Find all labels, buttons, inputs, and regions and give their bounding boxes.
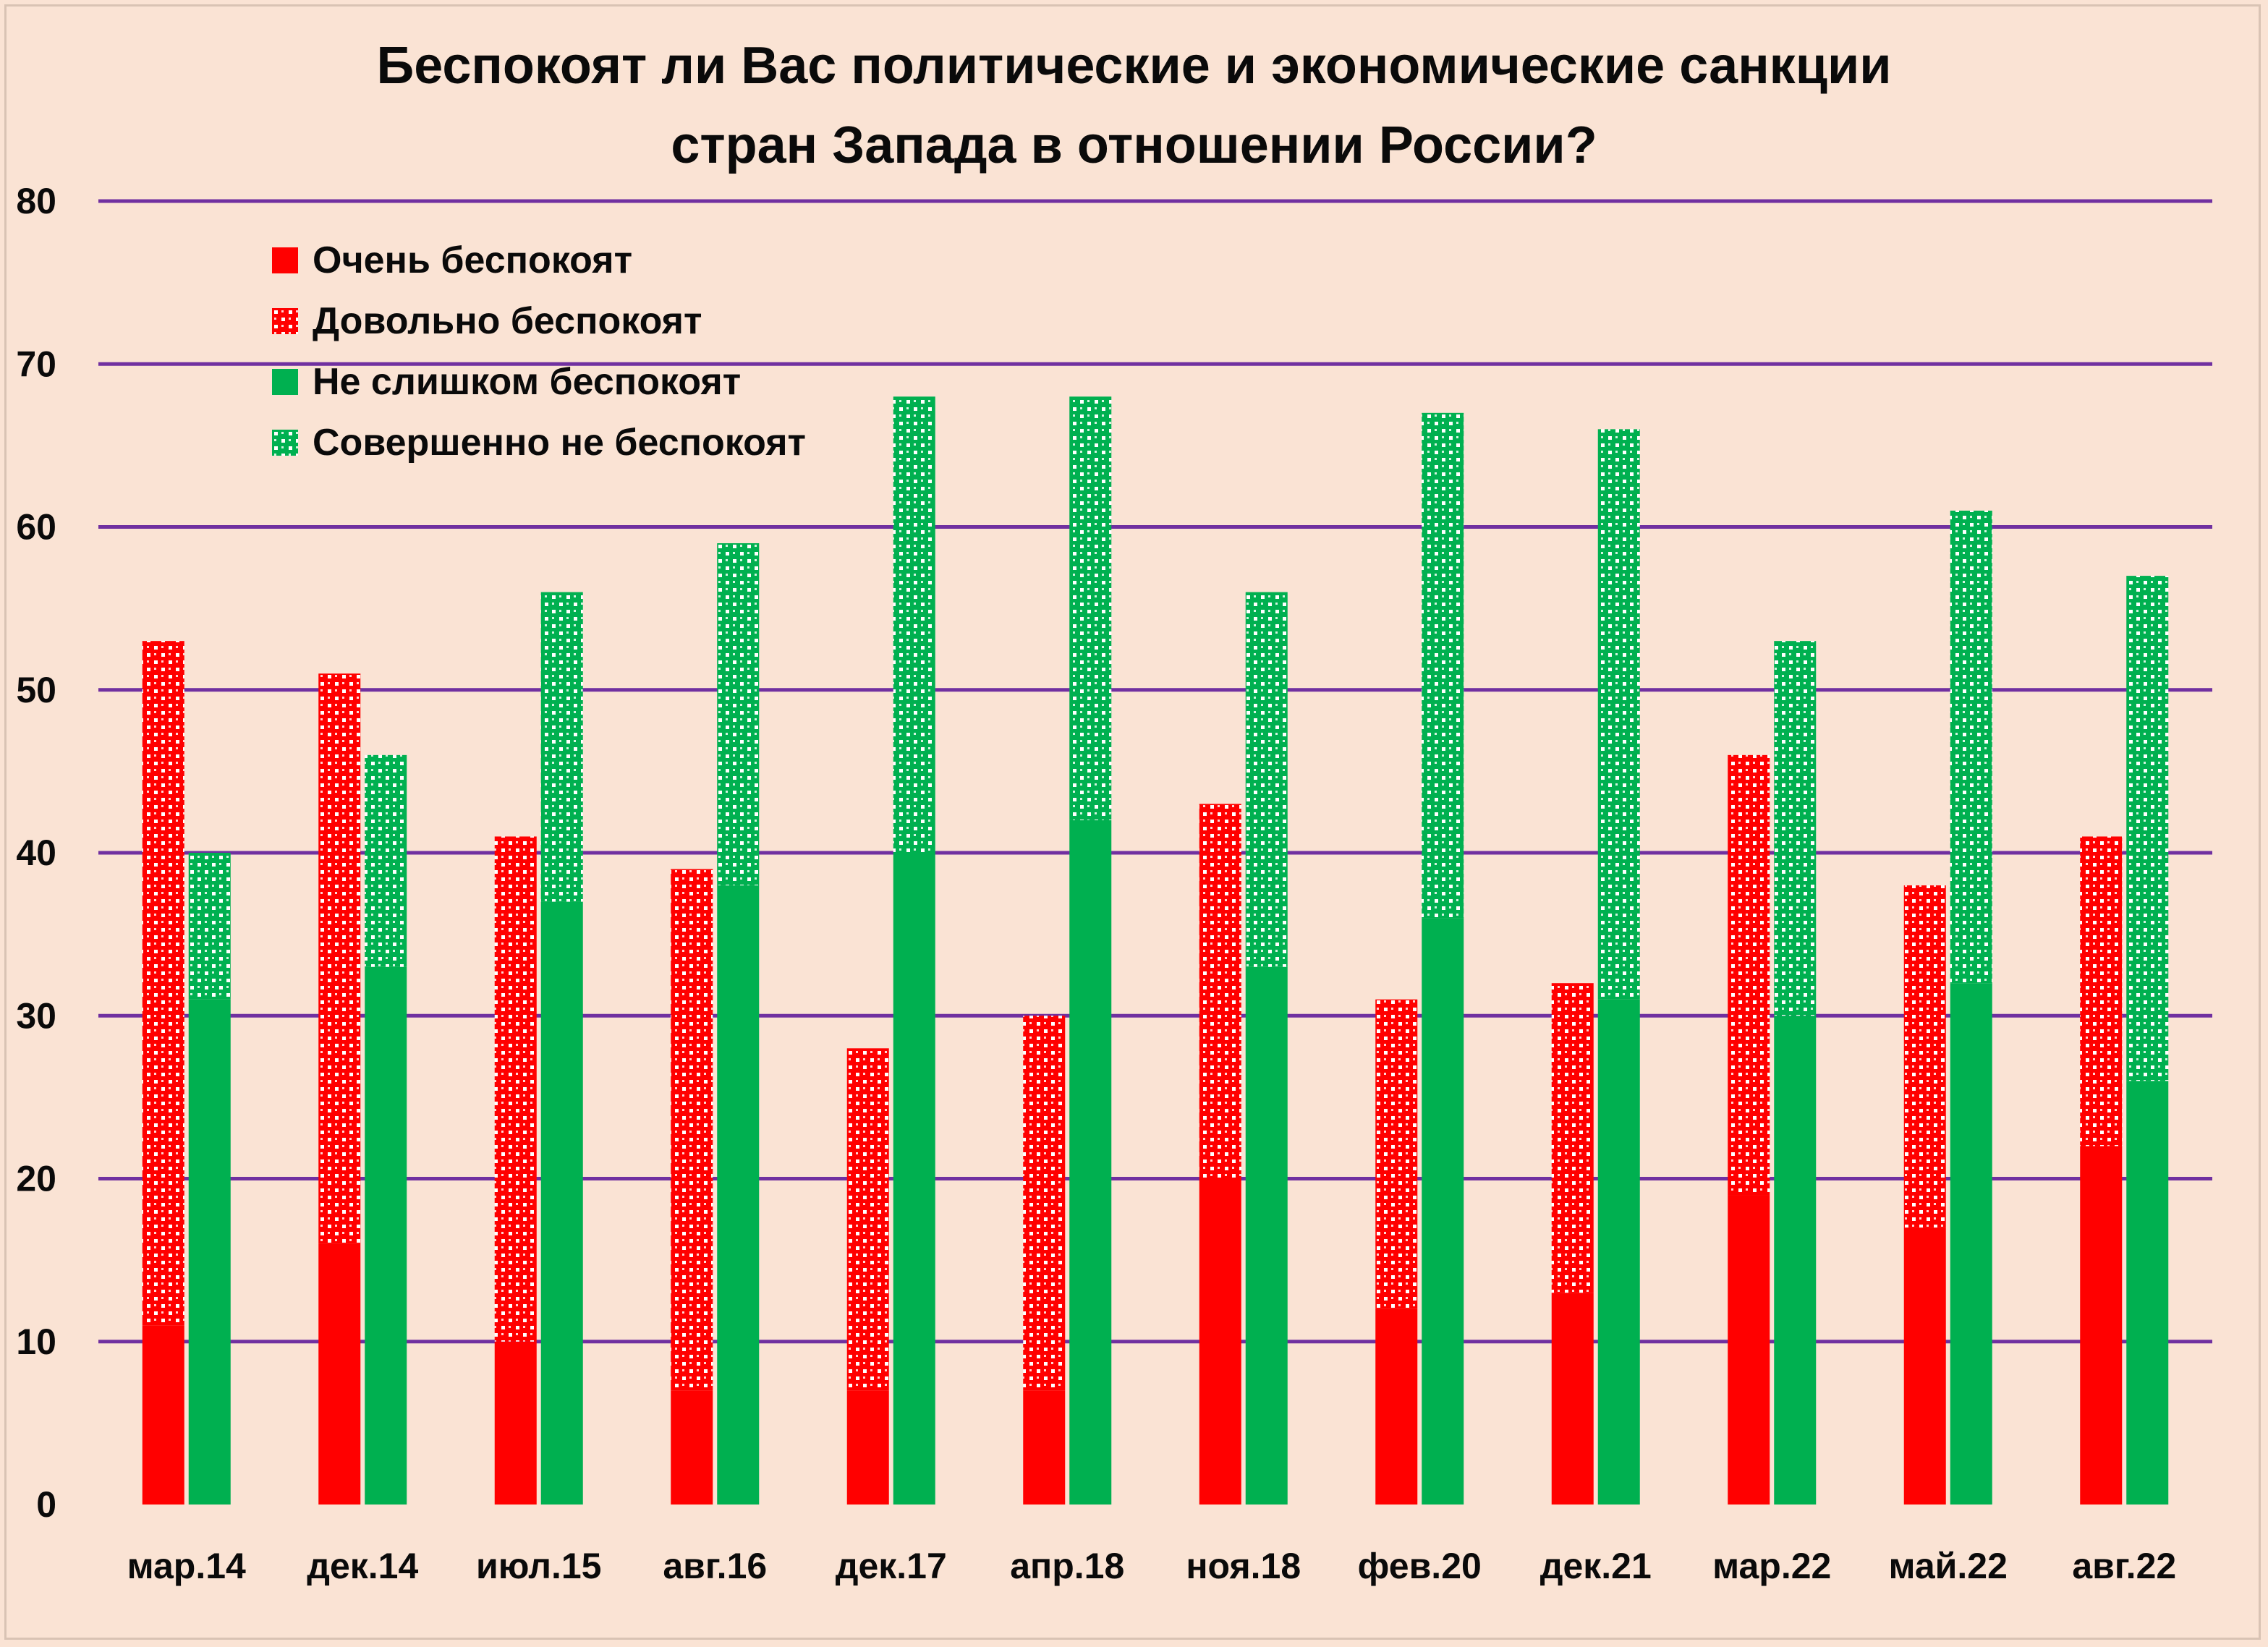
bar-not-much-concerned xyxy=(2126,1081,2169,1505)
bar-not-much-concerned xyxy=(893,853,935,1505)
gridlines xyxy=(98,199,2212,1344)
x-axis-ticks: мар.14 дек.14 июл.15 авг.16 дек.17 апр.18 ноя.… xyxy=(127,1546,2177,1586)
x-tick-label: апр.18 xyxy=(1010,1546,1124,1586)
x-tick-label: дек.14 xyxy=(307,1546,418,1586)
bar-rather-concerned xyxy=(846,1048,889,1391)
bar-rather-concerned xyxy=(1728,754,1770,1196)
chart-title-line-1: Беспокоят ли Вас политические и экономич… xyxy=(376,37,1892,95)
bar-very-concerned xyxy=(142,1325,184,1505)
bar-rather-concerned xyxy=(2080,836,2123,1146)
bar-very-concerned xyxy=(1728,1195,1770,1505)
x-tick-label: фев.20 xyxy=(1358,1546,1482,1586)
y-axis-ticks: 0 10 20 30 40 50 60 70 80 xyxy=(16,181,56,1525)
legend-swatch-red-pattern xyxy=(272,308,298,334)
bar-not-at-all-concerned xyxy=(893,396,935,853)
bar-not-at-all-concerned xyxy=(1597,429,1640,1000)
legend-swatch-red-solid xyxy=(272,247,298,273)
x-tick-label: июл.15 xyxy=(476,1546,601,1586)
legend-label: Очень беспокоят xyxy=(313,239,633,281)
bar-not-at-all-concerned xyxy=(1069,396,1112,820)
bar-not-at-all-concerned xyxy=(2126,576,2169,1081)
bar-rather-concerned xyxy=(1023,1016,1066,1391)
bar-very-concerned xyxy=(1023,1390,1066,1505)
legend-item-not-much: Не слишком беспокоят xyxy=(272,352,806,412)
x-tick-label: ноя.18 xyxy=(1186,1546,1301,1586)
bar-rather-concerned xyxy=(494,836,537,1342)
bar-very-concerned xyxy=(671,1390,713,1505)
bar-rather-concerned xyxy=(671,869,713,1391)
y-tick-label: 30 xyxy=(16,995,56,1036)
bar-very-concerned xyxy=(1903,1227,1946,1505)
bar-very-concerned xyxy=(1375,1308,1418,1505)
legend-label: Совершенно не беспокоят xyxy=(313,422,807,464)
legend-label: Довольно беспокоят xyxy=(313,300,702,342)
legend: Очень беспокоят Довольно беспокоят Не сл… xyxy=(272,230,806,473)
chart-title-line-2: стран Запада в отношении России? xyxy=(671,116,1597,174)
legend-item-very: Очень беспокоят xyxy=(272,230,806,291)
y-tick-label: 80 xyxy=(16,181,56,221)
x-tick-label: мар.22 xyxy=(1712,1546,1831,1586)
chart-title: Беспокоят ли Вас политические и экономич… xyxy=(0,26,2268,185)
bar-not-at-all-concerned xyxy=(188,853,231,1000)
bar-very-concerned xyxy=(318,1243,361,1505)
bar-very-concerned xyxy=(494,1341,537,1505)
y-tick-label: 10 xyxy=(16,1322,56,1362)
legend-item-not-at-all: Совершенно не беспокоят xyxy=(272,412,806,473)
bar-not-much-concerned xyxy=(540,901,583,1505)
bar-not-at-all-concerned xyxy=(1245,592,1288,967)
bar-not-much-concerned xyxy=(188,999,231,1505)
bar-not-much-concerned xyxy=(1950,983,1992,1505)
bar-not-at-all-concerned xyxy=(1774,641,1817,1016)
chart-frame xyxy=(4,4,2261,1640)
bar-not-at-all-concerned xyxy=(365,754,407,967)
legend-swatch-green-pattern xyxy=(272,430,298,456)
y-tick-label: 20 xyxy=(16,1159,56,1199)
x-tick-label: май.22 xyxy=(1889,1546,2008,1586)
x-tick-label: дек.17 xyxy=(836,1546,947,1586)
bar-not-much-concerned xyxy=(365,966,407,1505)
y-tick-label: 70 xyxy=(16,344,56,384)
x-tick-label: авг.22 xyxy=(2072,1546,2176,1586)
y-tick-label: 50 xyxy=(16,670,56,710)
bar-very-concerned xyxy=(846,1390,889,1505)
y-tick-label: 40 xyxy=(16,833,56,873)
bar-not-much-concerned xyxy=(1069,820,1112,1505)
bar-not-much-concerned xyxy=(1245,966,1288,1505)
bar-not-much-concerned xyxy=(717,885,760,1505)
bar-rather-concerned xyxy=(1375,999,1418,1309)
legend-item-rather: Довольно беспокоят xyxy=(272,291,806,352)
legend-label: Не слишком беспокоят xyxy=(313,361,742,403)
bar-very-concerned xyxy=(1199,1178,1241,1505)
bar-rather-concerned xyxy=(142,641,184,1326)
x-tick-label: мар.14 xyxy=(127,1546,246,1586)
x-tick-label: авг.16 xyxy=(663,1546,767,1586)
bar-not-at-all-concerned xyxy=(540,592,583,902)
bars xyxy=(142,396,2169,1505)
legend-swatch-green-solid xyxy=(272,369,298,395)
bar-not-much-concerned xyxy=(1774,1016,1817,1505)
bar-rather-concerned xyxy=(1551,983,1594,1293)
bar-rather-concerned xyxy=(1199,804,1241,1179)
bar-very-concerned xyxy=(2080,1146,2123,1505)
bar-not-much-concerned xyxy=(1597,999,1640,1505)
bar-not-at-all-concerned xyxy=(717,543,760,886)
bar-very-concerned xyxy=(1551,1293,1594,1505)
bar-rather-concerned xyxy=(1903,885,1946,1228)
y-tick-label: 0 xyxy=(36,1484,56,1525)
bar-not-at-all-concerned xyxy=(1950,510,1992,984)
bar-rather-concerned xyxy=(318,673,361,1244)
bar-not-much-concerned xyxy=(1422,918,1464,1505)
bar-not-at-all-concerned xyxy=(1422,412,1464,919)
x-tick-label: дек.21 xyxy=(1540,1546,1652,1586)
y-tick-label: 60 xyxy=(16,507,56,548)
